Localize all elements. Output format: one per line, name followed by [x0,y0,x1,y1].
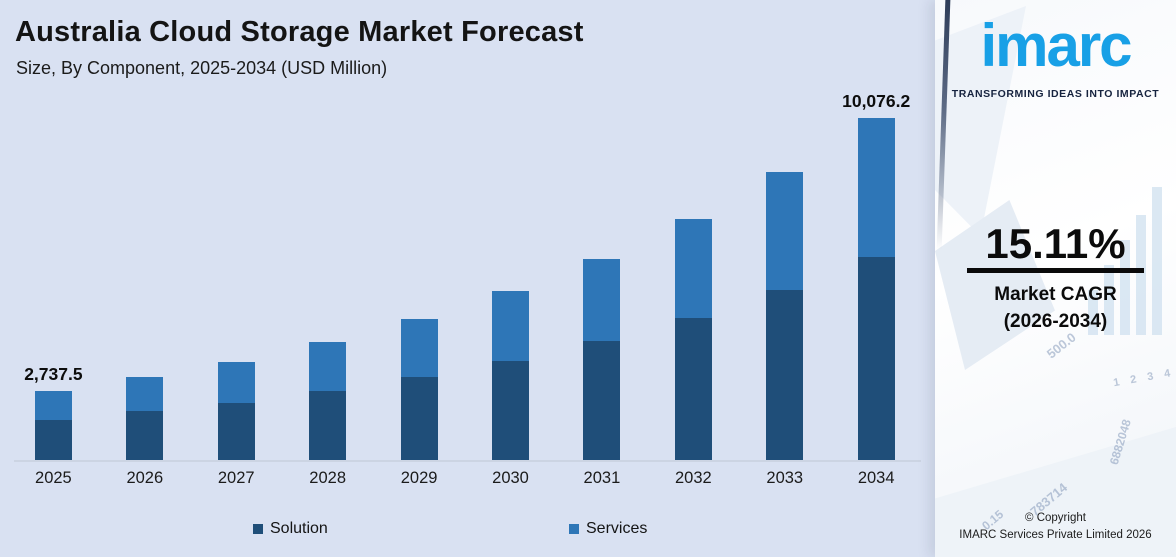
watermark-number: 1 2 3 4 [1112,366,1176,390]
brand-panel: 500.0 1 2 3 4 6882048 783714 0.15 imarc … [935,0,1176,557]
bar-segment-solution-2033 [766,290,804,461]
cagr-label: Market CAGR [994,284,1117,305]
solution-swatch-icon [253,524,263,534]
chart-subtitle: Size, By Component, 2025-2034 (USD Milli… [16,58,388,78]
bar-segment-services-2026 [126,376,164,411]
bar-segment-services-2029 [400,318,438,377]
chart-title: Australia Cloud Storage Market Forecast [15,16,584,48]
imarc-tagline: TRANSFORMING IDEAS INTO IMPACT [951,88,1160,100]
total-value-label-2025: 2,737.5 [24,363,83,384]
x-axis-label-2033: 2033 [766,469,804,487]
copyright-line2: IMARC Services Private Limited 2026 [959,529,1152,541]
bar-segment-services-2031 [583,258,621,341]
x-axis-label-2030: 2030 [492,469,529,487]
bar-segment-services-2027 [217,361,255,403]
bar-segment-services-2028 [309,341,347,391]
copyright-line1: © Copyright [1025,512,1086,524]
x-axis-label-2026: 2026 [126,469,164,487]
x-axis-label-2034: 2034 [857,469,895,487]
total-value-label-2034: 10,076.2 [842,90,911,111]
bar-segment-solution-2030 [492,360,529,461]
legend-item-solution: Solution [253,520,328,538]
bar-segment-solution-2028 [309,390,347,461]
imarc-logo: imarc [980,12,1132,79]
legend: Solution Services [0,520,935,542]
services-swatch-icon [569,524,579,534]
x-axis-label-2032: 2032 [674,469,712,487]
bar-segment-solution-2031 [583,340,621,461]
cagr-period: (2026-2034) [1003,311,1108,332]
legend-label-solution: Solution [270,520,328,537]
bar-segment-solution-2029 [400,376,438,461]
legend-item-services: Services [569,520,647,538]
bar-segment-services-2030 [492,291,529,361]
watermark-number: 6882048 [1106,417,1134,467]
cagr-value: 15.11% [985,220,1126,267]
x-axis-label-2027: 2027 [217,469,255,487]
chart-region: Australia Cloud Storage Market Forecast … [0,16,935,542]
x-axis-label-2025: 2025 [35,469,72,487]
bar-segment-services-2033 [766,172,804,291]
bar-segment-services-2025 [34,390,72,420]
bar-segment-services-2032 [674,218,712,319]
x-axis-label-2029: 2029 [400,469,438,487]
bar-segment-solution-2026 [126,410,164,461]
legend-label-services: Services [586,520,648,537]
bar-segment-solution-2025 [34,419,72,461]
watermark-number: 500.0 [1043,329,1079,362]
bar-segment-solution-2032 [674,318,712,461]
x-axis-label-2028: 2028 [309,469,347,487]
bar-segment-services-2034 [857,117,895,258]
x-axis-line [14,460,921,462]
bar-segment-solution-2027 [217,402,255,461]
cagr-divider [967,268,1144,273]
bar-segment-solution-2034 [857,257,895,461]
x-axis-label-2031: 2031 [583,469,621,487]
